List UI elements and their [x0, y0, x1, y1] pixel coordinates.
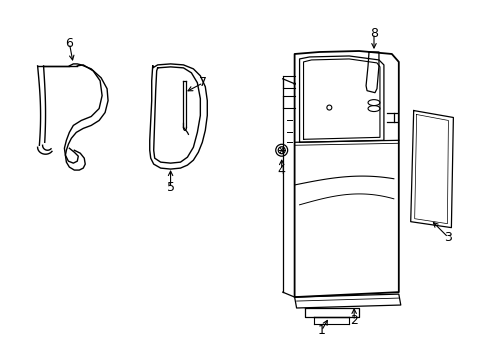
Text: 3: 3 [444, 231, 451, 244]
Text: 5: 5 [166, 181, 174, 194]
Text: 7: 7 [199, 76, 207, 89]
Text: 1: 1 [317, 324, 325, 337]
Text: 2: 2 [349, 314, 357, 327]
Text: 6: 6 [65, 37, 73, 50]
Text: 8: 8 [369, 27, 377, 40]
Text: 4: 4 [277, 163, 285, 176]
